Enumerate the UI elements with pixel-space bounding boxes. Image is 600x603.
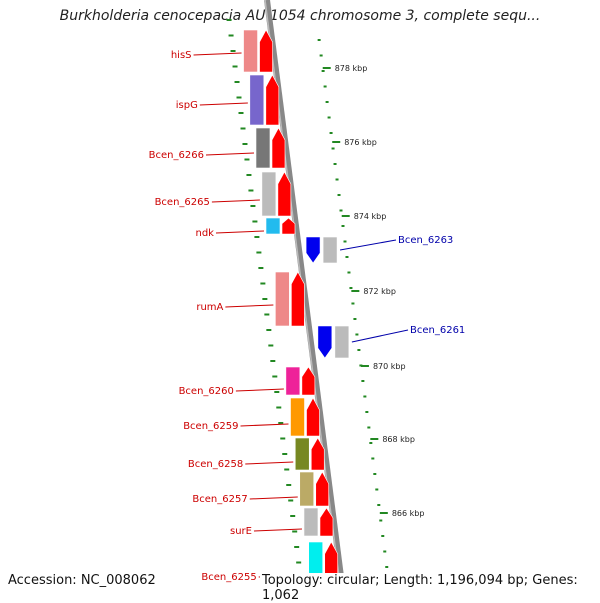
gene-bcen_6266[interactable]: Bcen_6266 bbox=[149, 127, 286, 169]
left-tick-marks bbox=[226, 19, 304, 579]
gene-label: ndk bbox=[196, 228, 215, 239]
kbp-label: 868 kbp bbox=[382, 435, 415, 444]
gene-label: Bcen_6258 bbox=[188, 459, 243, 470]
gene-label: Bcen_6257 bbox=[192, 494, 247, 505]
gene-label: ispG bbox=[176, 100, 198, 111]
gene-bcen_6261[interactable]: Bcen_6261 bbox=[317, 325, 465, 359]
genome-summary: Topology: circular; Length: 1,196,094 bp… bbox=[260, 573, 600, 603]
gene-label: Bcen_6263 bbox=[398, 235, 453, 246]
gene-label: Bcen_6259 bbox=[183, 421, 238, 432]
gene-label: Bcen_6266 bbox=[149, 150, 204, 161]
gene-bcen_6263[interactable]: Bcen_6263 bbox=[305, 235, 453, 264]
kbp-label: 874 kbp bbox=[354, 212, 387, 221]
gene-label: Bcen_6255 bbox=[201, 572, 256, 583]
right-tick-marks bbox=[317, 39, 389, 568]
gene-label: hisS bbox=[171, 50, 192, 61]
gene-label: surE bbox=[230, 526, 252, 537]
gene-bcen_6260[interactable]: Bcen_6260 bbox=[179, 366, 316, 397]
kbp-label: 866 kbp bbox=[392, 509, 425, 518]
gene-bcen_6257[interactable]: Bcen_6257 bbox=[192, 471, 330, 507]
gene-bcen_6258[interactable]: Bcen_6258 bbox=[188, 437, 325, 471]
kbp-scale-labels: 878 kbp 876 kbp 874 kbp 872 kbp 870 kbp 868 k… bbox=[322, 64, 425, 518]
gene-hiss[interactable]: hisS bbox=[171, 29, 273, 73]
gene-bcen_6265[interactable]: Bcen_6265 bbox=[155, 171, 292, 217]
kbp-label: 876 kbp bbox=[344, 138, 377, 147]
map-title: Burkholderia cenocepacia AU 1054 chromos… bbox=[59, 8, 541, 24]
gene-sure[interactable]: surE bbox=[230, 507, 334, 537]
kbp-label: 872 kbp bbox=[363, 287, 396, 296]
reverse-genes: Bcen_6263 Bcen_6261 bbox=[305, 235, 465, 359]
gene-label: Bcen_6265 bbox=[155, 197, 210, 208]
gene-ndk[interactable]: ndk bbox=[196, 217, 296, 239]
gene-label: rumA bbox=[196, 302, 223, 313]
gene-bcen_6259[interactable]: Bcen_6259 bbox=[183, 397, 320, 437]
kbp-label: 870 kbp bbox=[373, 362, 406, 371]
accession-label: Accession: NC_008062 bbox=[6, 573, 158, 588]
gene-ispg[interactable]: ispG bbox=[176, 74, 280, 126]
gene-ruma[interactable]: rumA bbox=[196, 271, 305, 327]
gene-label: Bcen_6260 bbox=[179, 386, 234, 397]
gene-label: Bcen_6261 bbox=[410, 325, 465, 336]
kbp-label: 878 kbp bbox=[335, 64, 368, 73]
